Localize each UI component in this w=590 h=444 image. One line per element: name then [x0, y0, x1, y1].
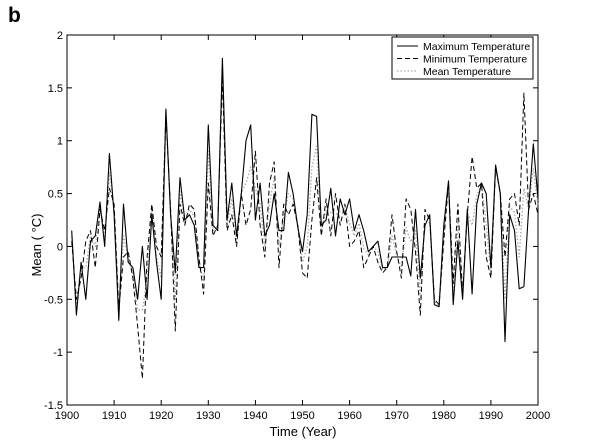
series-line-mean-temperature	[71, 66, 539, 313]
x-tick-label: 1980	[432, 410, 456, 422]
x-tick-label: 1990	[479, 410, 503, 422]
x-tick-label: 1970	[384, 410, 408, 422]
y-tick-label: 1	[57, 136, 63, 148]
series-line-maximum-temperature	[71, 57, 539, 343]
panel-label: b	[8, 4, 21, 27]
y-tick-label: -1	[53, 347, 63, 359]
x-tick-label: 1950	[290, 410, 314, 422]
legend-label-mean-temperature: Mean Temperature	[423, 66, 511, 78]
y-tick-label: 0	[57, 241, 63, 253]
x-tick-label: 1940	[243, 410, 267, 422]
x-tick-label: 1960	[337, 410, 361, 422]
x-tick-label: 2000	[526, 410, 550, 422]
x-tick-label: 1930	[196, 410, 220, 422]
legend-label-minimum-temperature: Minimum Temperature	[423, 54, 527, 66]
y-axis-label: Mean ( °C)	[29, 214, 44, 277]
series-line-minimum-temperature	[71, 76, 539, 380]
y-tick-label: 1.5	[48, 83, 63, 95]
y-tick-label: 0.5	[48, 189, 63, 201]
y-tick-label: 2	[57, 30, 63, 42]
plot-area: 1900 1910 1920 1930 1940 1950 1960 1970 1980 1990…	[44, 30, 550, 422]
plot-frame	[66, 34, 539, 406]
x-tick-label: 1910	[102, 410, 126, 422]
y-tick-label: -1.5	[44, 400, 63, 412]
legend-label-maximum-temperature: Maximum Temperature	[423, 41, 530, 53]
x-tick-label: 1900	[55, 410, 79, 422]
x-tick-label: 1920	[149, 410, 173, 422]
y-tick-label: -0.5	[44, 294, 63, 306]
x-axis-label: Time (Year)	[270, 424, 337, 439]
